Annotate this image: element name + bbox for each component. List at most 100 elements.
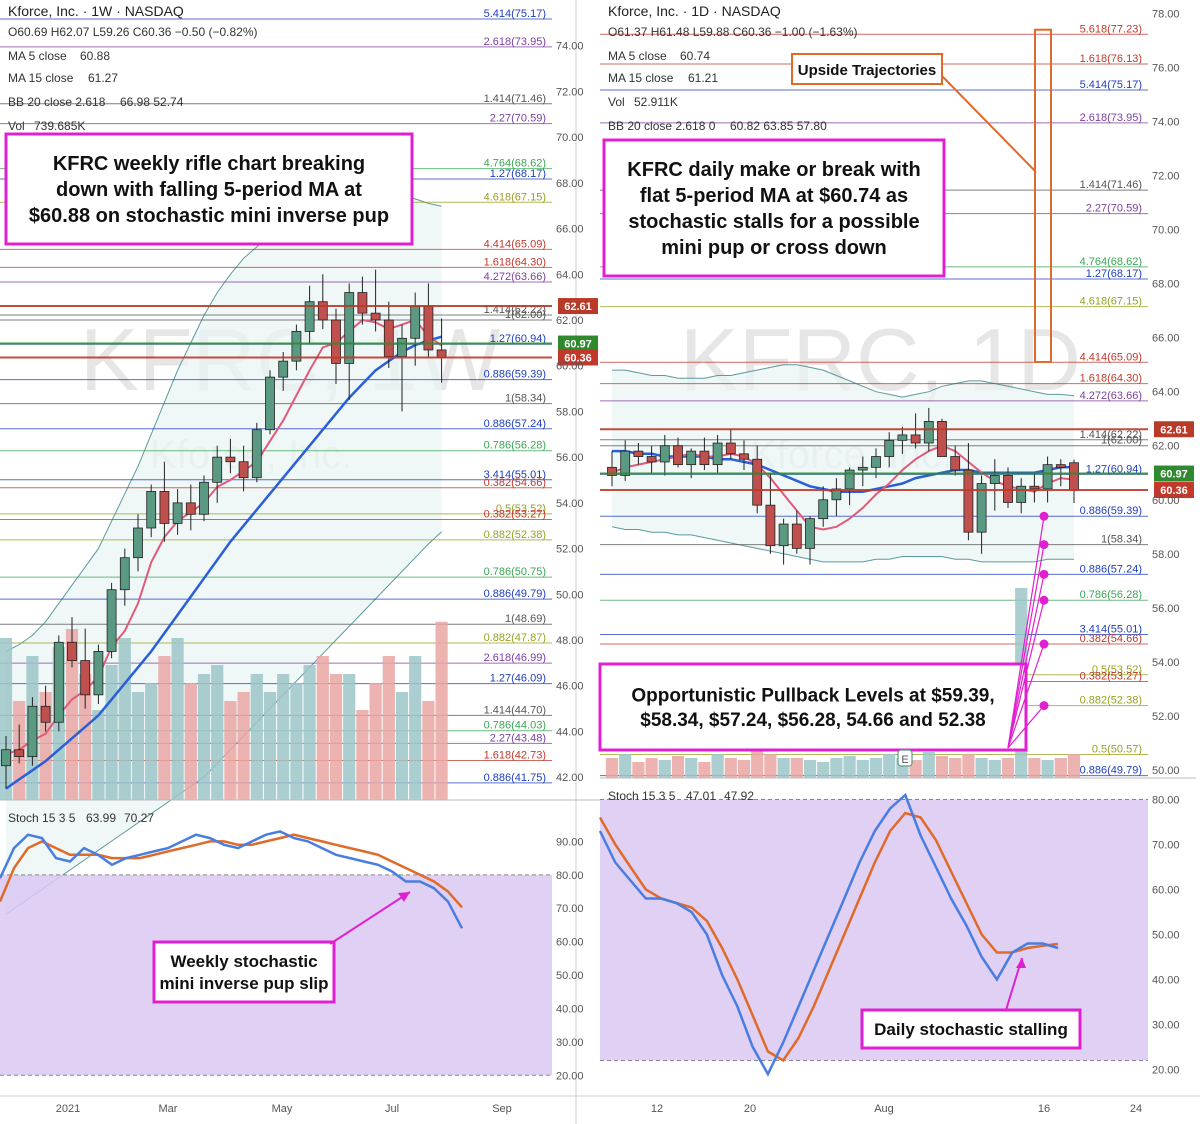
left-stoch-y-tick: 60.00 (556, 937, 584, 949)
left-volume-bar (118, 638, 131, 800)
left-fib-label: 5.414(75.17) (484, 8, 546, 20)
left-stoch-y-tick: 70.00 (556, 903, 584, 915)
right-y-tick-label: 66.00 (1152, 333, 1180, 345)
right-fib-label: 4.618(67.15) (1080, 296, 1142, 308)
right-volume-bar (698, 762, 711, 778)
left-volume-bar (105, 665, 118, 800)
left-volume-bar (395, 692, 409, 800)
right-volume-bar (790, 758, 803, 778)
right-ma15-value: 61.21 (688, 71, 718, 85)
left-ma15-value: 61.27 (88, 71, 118, 85)
left-volume-bar (343, 674, 356, 800)
right-stoch-y-tick: 20.00 (1152, 1065, 1180, 1077)
earnings-marker: E (897, 749, 913, 767)
left-stoch-y-tick: 90.00 (556, 836, 584, 848)
left-candle (172, 502, 183, 524)
left-y-tick-label: 70.00 (556, 132, 584, 144)
left-fib-label: 0.5(53.52) (496, 503, 546, 515)
right-fib-label: 1.27(60.94) (1086, 463, 1142, 475)
trajectory-label: Upside Trajectories (798, 62, 936, 79)
left-candle (238, 461, 249, 479)
left-fib-label: 0.382(54.66) (484, 477, 546, 489)
right-volume-bar (1041, 760, 1054, 778)
right-stoch-callout-line: Daily stochastic stalling (874, 1020, 1068, 1039)
right-fib-label: 0.886(57.24) (1080, 563, 1142, 575)
right-volume-bar (605, 758, 619, 778)
right-candle (857, 466, 868, 471)
left-stoch-k-value: 63.99 (86, 811, 116, 825)
right-candle (950, 456, 961, 471)
right-volume-bar (935, 756, 949, 778)
right-candle (910, 434, 921, 444)
right-fib-label: 0.5(53.52) (1092, 664, 1142, 676)
right-fib-label: 0.382(54.66) (1080, 633, 1142, 645)
left-candle (304, 301, 315, 332)
right-candle (963, 469, 974, 533)
right-stoch-y-tick: 40.00 (1152, 975, 1180, 987)
right-y-tick-label: 70.00 (1152, 225, 1180, 237)
pullback-fan-line (1007, 516, 1045, 749)
right-y-tick-label: 62.00 (1152, 441, 1180, 453)
right-candle (712, 442, 723, 466)
right-volume-bar (909, 760, 922, 778)
right-volume-bar (856, 760, 869, 778)
right-candle (620, 450, 631, 476)
right-y-tick-label: 54.00 (1152, 657, 1180, 669)
right-volume-bar (922, 752, 935, 778)
left-y-tick-label: 72.00 (556, 86, 584, 98)
pullback-fan-line (1007, 544, 1045, 749)
left-y-tick-label: 42.00 (556, 772, 584, 784)
right-fib-label: 4.764(68.62) (1080, 256, 1142, 268)
right-stoch-label: Stoch 15 3 5 (608, 789, 676, 803)
right-volume-bar (817, 762, 830, 778)
right-x-tick-label: 16 (1038, 1103, 1050, 1115)
right-header-title: Kforce, Inc. · 1D · NASDAQ (608, 3, 781, 19)
right-fib-label: 5.414(75.17) (1080, 79, 1142, 91)
left-volume-bar (237, 692, 250, 800)
pullback-callout-box (598, 662, 1028, 752)
right-volume-bar (671, 756, 685, 778)
left-candle (212, 456, 223, 483)
right-y-tick-label: 58.00 (1152, 549, 1180, 561)
right-volume-bar (777, 758, 790, 778)
right-candle (989, 475, 1000, 484)
left-volume-bar (369, 683, 382, 800)
right-volume-bar (1067, 754, 1081, 778)
left-bb-label: BB 20 close 2.618 (8, 95, 106, 109)
right-callout: KFRC daily make or break with flat 5-peri… (602, 138, 946, 278)
right-price-badge-label: 60.36 (1160, 485, 1188, 497)
left-stoch-callout-box (152, 940, 336, 1004)
right-candle (818, 499, 829, 520)
left-fib-label: 1.618(64.30) (484, 256, 546, 268)
right-volume-bar (869, 758, 883, 778)
left-stoch-d-value: 70.27 (124, 811, 154, 825)
left-fib-label: 2.618(73.95) (484, 36, 546, 48)
left-candle (370, 312, 381, 321)
left-candle (344, 292, 355, 364)
trajectory-range-box (1034, 28, 1052, 363)
left-fib-label: 1.27(60.94) (490, 333, 546, 345)
right-fib-label: 0.886(59.39) (1080, 505, 1142, 517)
left-fib-label: 0.886(49.79) (484, 588, 546, 600)
left-fib-label: 1.27(46.09) (490, 673, 546, 685)
right-bb-label: BB 20 close 2.618 0 (608, 119, 716, 133)
left-y-tick-label: 74.00 (556, 41, 584, 53)
pullback-fan-line (1007, 705, 1045, 749)
left-header-title: Kforce, Inc. · 1W · NASDAQ (8, 3, 184, 19)
right-stoch-callout: Daily stochastic stalling (860, 1008, 1082, 1050)
left-candle (1, 749, 11, 767)
right-candle (1016, 485, 1027, 503)
right-y-tick-label: 64.00 (1152, 387, 1180, 399)
left-volume-bar (92, 710, 105, 800)
left-candle (397, 337, 407, 357)
right-candle (765, 504, 776, 547)
pullback-fan-line (1007, 600, 1045, 749)
right-stoch-y-tick: 30.00 (1152, 1020, 1180, 1032)
right-candle (805, 518, 815, 549)
left-fib-label: 1.618(42.73) (484, 749, 546, 761)
left-x-tick-label: 2021 (56, 1103, 80, 1115)
right-y-tick-label: 50.00 (1152, 765, 1180, 777)
left-candle (146, 491, 157, 529)
left-stoch-y-tick: 30.00 (556, 1037, 584, 1049)
